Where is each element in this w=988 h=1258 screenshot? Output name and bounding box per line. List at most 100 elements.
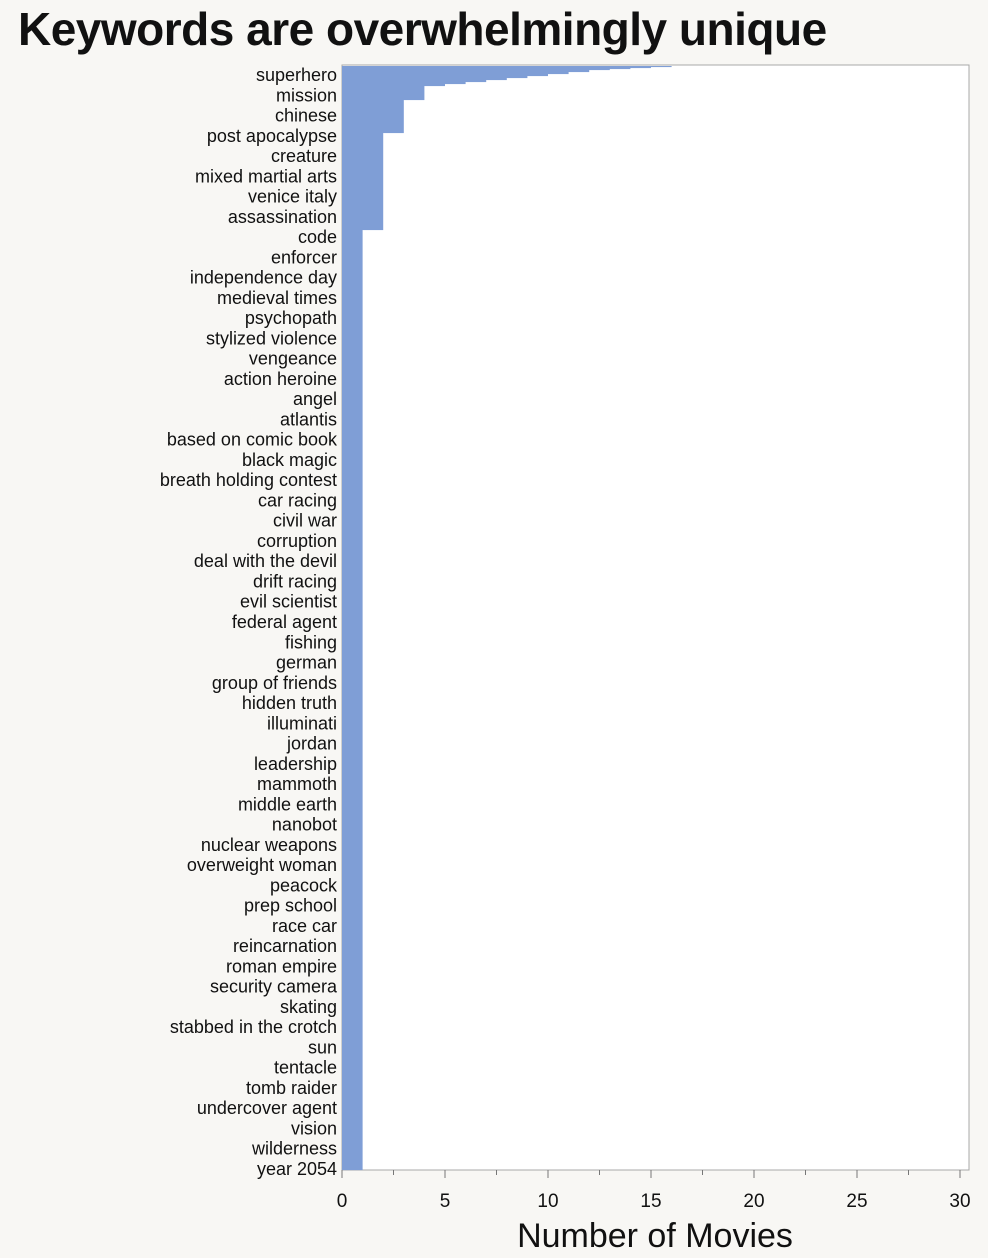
bar	[342, 617, 363, 618]
bar	[342, 828, 363, 829]
bar	[342, 576, 363, 577]
bar	[342, 132, 404, 133]
bar	[342, 359, 363, 360]
bar	[342, 1010, 363, 1011]
bar	[342, 1118, 363, 1119]
bar	[342, 971, 363, 972]
bar	[342, 601, 363, 602]
bar	[342, 776, 363, 777]
bar	[342, 200, 383, 201]
bar	[342, 732, 363, 733]
bar	[342, 636, 363, 637]
bar	[342, 584, 363, 585]
bar	[342, 453, 363, 454]
bar	[342, 1091, 363, 1092]
y-tick-label: group of friends	[212, 673, 337, 693]
bar	[342, 1101, 363, 1102]
bar	[342, 420, 363, 421]
bar	[342, 1049, 363, 1050]
bar	[342, 811, 363, 812]
bar	[342, 741, 363, 742]
bar	[342, 604, 363, 605]
x-tick-label: 0	[337, 1191, 348, 1212]
bar	[342, 605, 363, 606]
bar	[342, 1035, 363, 1036]
bar	[342, 1000, 363, 1001]
bar	[342, 485, 363, 486]
bar	[342, 1083, 363, 1084]
bar	[342, 182, 383, 183]
bar	[342, 71, 589, 72]
bar	[342, 289, 363, 290]
bar	[342, 395, 363, 396]
bar	[342, 319, 363, 320]
bar	[342, 713, 363, 714]
bar	[342, 196, 383, 197]
bar	[342, 510, 363, 511]
bar	[342, 1009, 363, 1010]
bar	[342, 852, 363, 853]
bar	[342, 263, 363, 264]
bar	[342, 175, 383, 176]
bar	[342, 1079, 363, 1080]
bar	[342, 765, 363, 766]
bar	[342, 1084, 363, 1085]
bar	[342, 1163, 363, 1164]
bar	[342, 536, 363, 537]
y-tick-label: mission	[276, 85, 337, 105]
bar	[342, 212, 383, 213]
bar	[342, 910, 363, 911]
bar	[342, 1089, 363, 1090]
bar	[342, 876, 363, 877]
bar	[342, 77, 527, 78]
bar	[342, 1012, 363, 1013]
bar	[342, 238, 363, 239]
bar	[342, 551, 363, 552]
bar	[342, 133, 383, 134]
bar	[342, 907, 363, 908]
bar	[342, 914, 363, 915]
bar	[342, 324, 363, 325]
bar	[342, 679, 363, 680]
bar	[342, 1090, 363, 1091]
bar	[342, 1001, 363, 1002]
bar	[342, 169, 383, 170]
bar	[342, 703, 363, 704]
bar	[342, 390, 363, 391]
bar	[342, 286, 363, 287]
bar	[342, 1018, 363, 1019]
bar	[342, 394, 363, 395]
bar	[342, 168, 383, 169]
bar	[342, 784, 363, 785]
bar	[342, 157, 383, 158]
bar	[342, 930, 363, 931]
bar	[342, 634, 363, 635]
y-tick-label: vision	[291, 1118, 337, 1138]
bar	[342, 940, 363, 941]
bar	[342, 1127, 363, 1128]
bar	[342, 224, 383, 225]
bar	[342, 683, 363, 684]
bar	[342, 795, 363, 796]
bar	[342, 444, 363, 445]
bar	[342, 232, 363, 233]
bar	[342, 755, 363, 756]
bar	[342, 468, 363, 469]
bar	[342, 602, 363, 603]
bar	[342, 354, 363, 355]
bar	[342, 664, 363, 665]
bar	[342, 99, 424, 100]
bar	[342, 340, 363, 341]
bar	[342, 257, 363, 258]
bar	[342, 863, 363, 864]
bar	[342, 538, 363, 539]
bar	[342, 405, 363, 406]
bar	[342, 404, 363, 405]
bar	[342, 778, 363, 779]
bar	[342, 1129, 363, 1130]
bar	[342, 948, 363, 949]
bar	[342, 206, 383, 207]
bar	[342, 1111, 363, 1112]
bar	[342, 838, 363, 839]
bar	[342, 1169, 363, 1170]
